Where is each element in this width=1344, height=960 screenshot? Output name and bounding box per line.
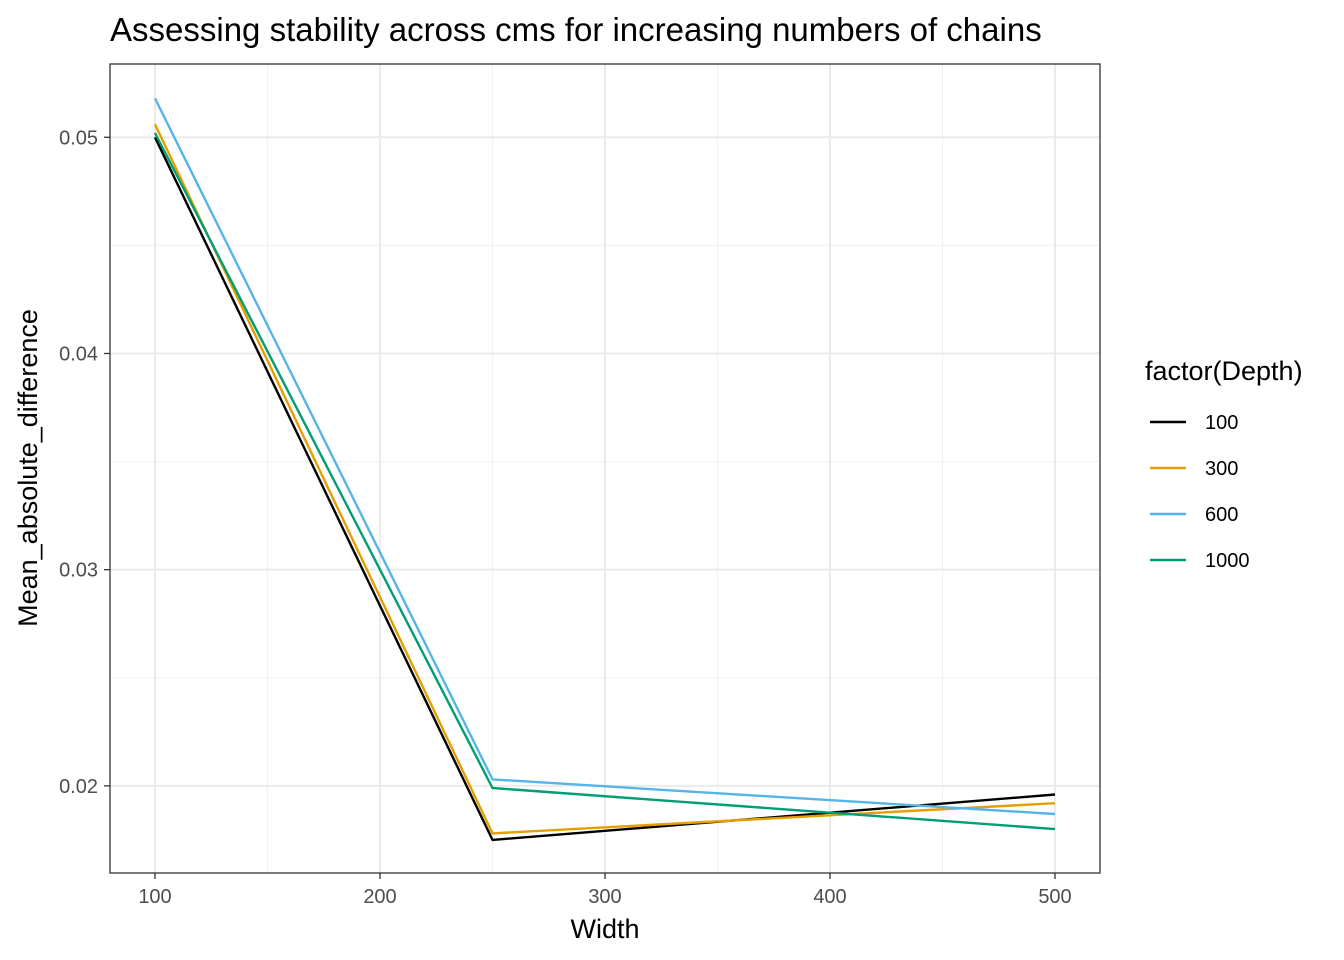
grid-major [110, 64, 1100, 873]
legend-label-1000: 1000 [1205, 550, 1250, 572]
x-tick-label: 500 [1038, 886, 1071, 908]
x-axis-ticks: 100 200 300 400 500 [138, 873, 1072, 908]
y-tick-label: 0.03 [59, 560, 98, 582]
series-line-300 [153, 123, 1056, 835]
legend-label-300: 300 [1205, 458, 1238, 480]
y-axis-title: Mean_absolute_difference [13, 309, 43, 627]
y-tick-label: 0.05 [59, 127, 98, 149]
x-tick-label: 300 [588, 886, 621, 908]
series-line-100 [153, 136, 1056, 842]
x-tick-label: 200 [363, 886, 396, 908]
legend-title: factor(Depth) [1145, 356, 1303, 386]
legend-label-600: 600 [1205, 504, 1238, 526]
series-lines [153, 97, 1056, 842]
y-tick-label: 0.04 [59, 343, 98, 365]
legend-items: 100 300 600 1000 [1150, 412, 1250, 572]
series-line-600 [153, 97, 1056, 816]
chart-title: Assessing stability across cms for incre… [110, 11, 1042, 48]
x-tick-label: 100 [138, 886, 171, 908]
series-line-1000 [153, 132, 1056, 831]
x-tick-label: 400 [813, 886, 846, 908]
y-axis-ticks: 0.02 0.03 0.04 0.05 [59, 127, 110, 798]
legend: factor(Depth) 100 300 600 1000 [1145, 356, 1303, 572]
y-tick-label: 0.02 [59, 776, 98, 798]
legend-label-100: 100 [1205, 412, 1238, 434]
x-axis-title: Width [570, 914, 639, 944]
